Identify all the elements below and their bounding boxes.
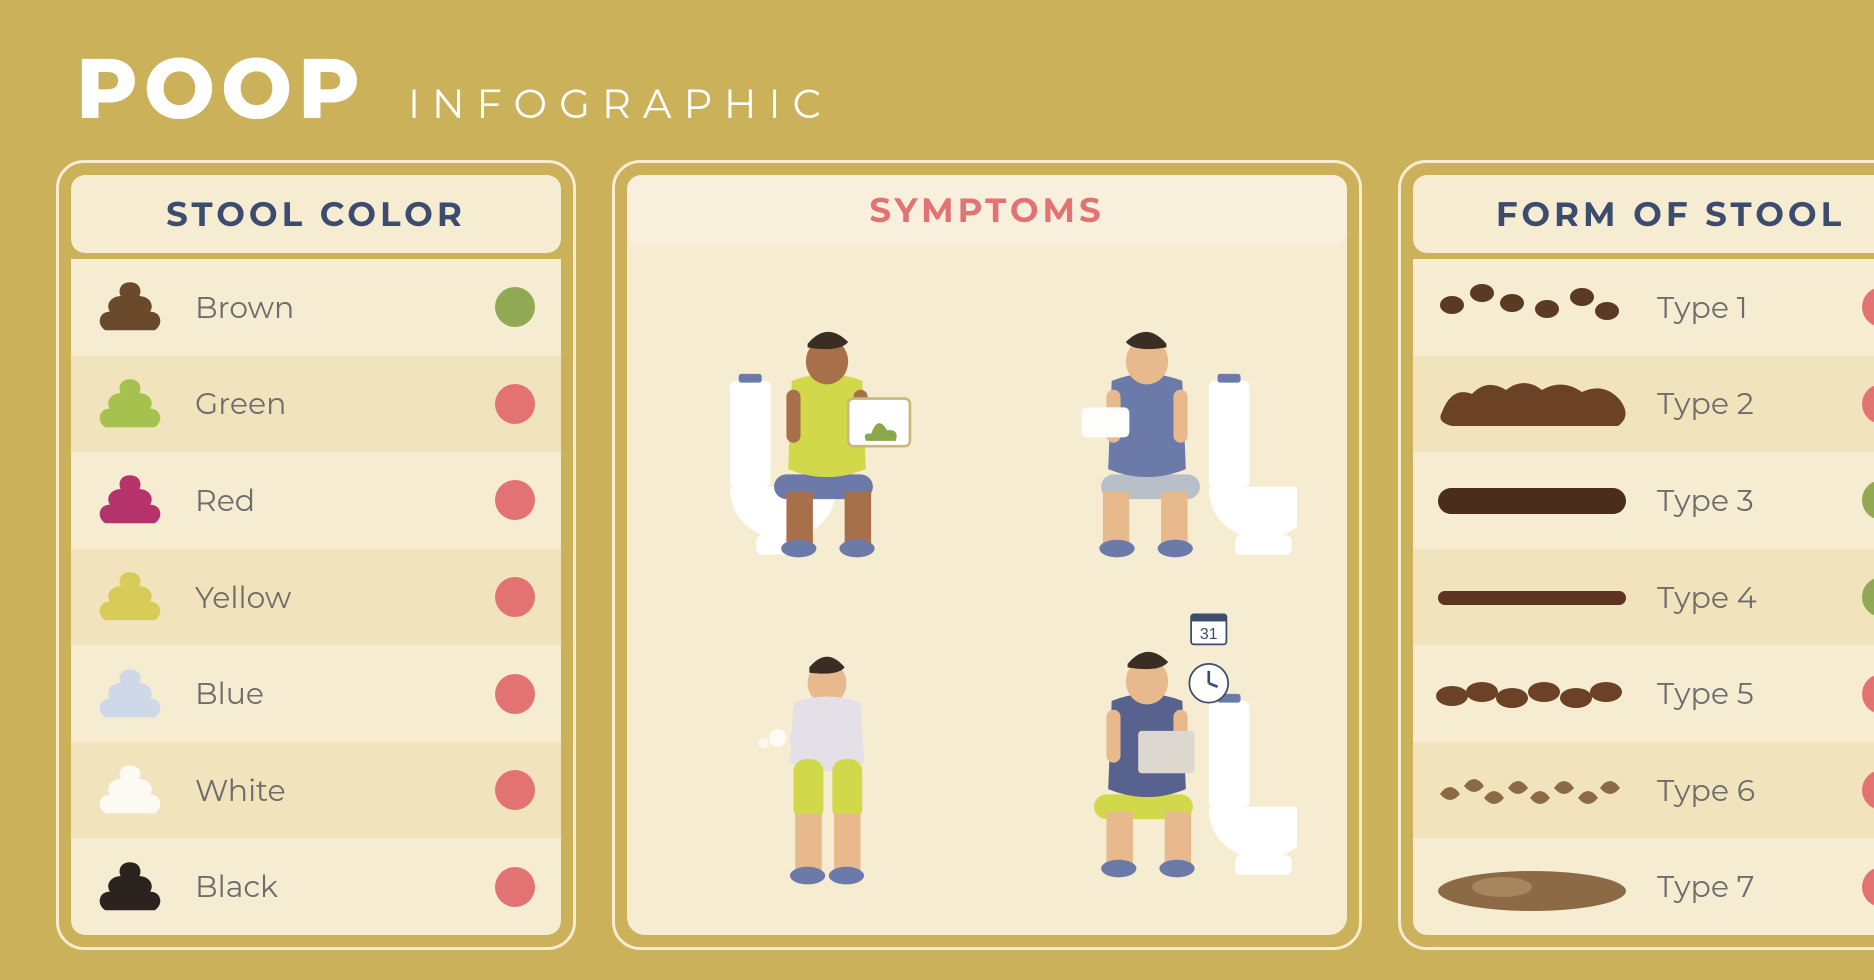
stool-color-icon	[85, 272, 175, 342]
status-dot	[1862, 384, 1874, 424]
stool-form-label: Type 7	[1657, 868, 1842, 905]
stool-shape-icon	[1432, 275, 1632, 339]
stool-color-panel: STOOL COLOR Brown Green Red Yellow	[56, 160, 576, 950]
symptom-scene	[677, 595, 977, 895]
status-dot	[1862, 674, 1874, 714]
stool-color-row: Black	[71, 838, 561, 935]
status-dot	[1862, 480, 1874, 520]
poop-icon	[91, 856, 169, 918]
stool-form-label: Type 6	[1657, 772, 1842, 809]
symptom-scene	[997, 275, 1297, 575]
status-dot	[1862, 770, 1874, 810]
stool-color-row: Yellow	[71, 549, 561, 646]
stool-form-icon	[1427, 562, 1637, 632]
form-of-stool-header: FORM OF STOOL	[1413, 175, 1874, 253]
stool-color-label: Brown	[195, 289, 475, 326]
symptoms-inner: SYMPTOMS	[627, 175, 1347, 935]
stool-color-icon	[85, 852, 175, 922]
stool-color-row: Green	[71, 356, 561, 453]
form-of-stool-row: Type 7	[1413, 838, 1874, 935]
title-sub: INFOGRAPHIC	[408, 80, 833, 129]
poop-icon	[91, 663, 169, 725]
status-dot	[495, 287, 535, 327]
stool-color-label: Green	[195, 385, 475, 422]
stool-color-row: Brown	[71, 259, 561, 356]
stool-form-label: Type 1	[1657, 289, 1842, 326]
stool-color-icon	[85, 755, 175, 825]
stool-form-label: Type 5	[1657, 675, 1842, 712]
stool-shape-icon	[1432, 662, 1632, 726]
stool-color-label: Yellow	[195, 579, 475, 616]
status-dot	[495, 770, 535, 810]
panels: STOOL COLOR Brown Green Red Yellow	[56, 160, 1818, 950]
stool-shape-icon	[1432, 758, 1632, 822]
symptoms-panel: SYMPTOMS	[612, 160, 1362, 950]
stool-form-icon	[1427, 465, 1637, 535]
title-row: POOP INFOGRAPHIC	[76, 38, 1818, 140]
stool-color-rows: Brown Green Red Yellow Blue Wh	[71, 259, 561, 935]
form-of-stool-rows: Type 1 Type 2 Type 3 Type 4 Type 5 Type …	[1413, 259, 1874, 935]
stool-color-icon	[85, 562, 175, 632]
stool-color-label: Red	[195, 482, 475, 519]
poop-icon	[91, 373, 169, 435]
form-of-stool-row: Type 3	[1413, 452, 1874, 549]
status-dot	[495, 384, 535, 424]
status-dot	[1862, 867, 1874, 907]
stool-color-row: Blue	[71, 645, 561, 742]
symptoms-header: SYMPTOMS	[627, 175, 1347, 245]
stool-color-icon	[85, 369, 175, 439]
status-dot	[495, 577, 535, 617]
stool-shape-icon	[1432, 855, 1632, 919]
form-of-stool-row: Type 6	[1413, 742, 1874, 839]
status-dot	[495, 867, 535, 907]
stool-color-icon	[85, 465, 175, 535]
stool-form-icon	[1427, 659, 1637, 729]
svg-text:31: 31	[1200, 626, 1218, 643]
toilet-icon	[1209, 694, 1297, 875]
stool-color-header: STOOL COLOR	[71, 175, 561, 253]
symptoms-grid: 31	[627, 245, 1347, 935]
stool-form-label: Type 4	[1657, 579, 1842, 616]
toilet-icon	[1209, 374, 1297, 555]
form-of-stool-row: Type 2	[1413, 356, 1874, 453]
status-dot	[495, 674, 535, 714]
stool-form-label: Type 2	[1657, 385, 1842, 422]
stool-form-label: Type 3	[1657, 482, 1842, 519]
poop-icon	[91, 469, 169, 531]
stool-color-label: Blue	[195, 675, 475, 712]
status-dot	[495, 480, 535, 520]
form-of-stool-row: Type 5	[1413, 645, 1874, 742]
stool-shape-icon	[1432, 468, 1632, 532]
poop-icon	[91, 566, 169, 628]
poop-icon	[91, 276, 169, 338]
stool-color-label: Black	[195, 868, 475, 905]
stool-form-icon	[1427, 852, 1637, 922]
poop-infographic: POOP INFOGRAPHIC STOOL COLOR Brown Green…	[0, 0, 1874, 980]
stool-color-row: White	[71, 742, 561, 839]
status-dot	[1862, 577, 1874, 617]
symptom-scene	[677, 275, 977, 575]
poop-icon	[91, 759, 169, 821]
stool-color-row: Red	[71, 452, 561, 549]
stool-color-icon	[85, 659, 175, 729]
symptom-scene: 31	[997, 595, 1297, 895]
stool-form-icon	[1427, 272, 1637, 342]
stool-shape-icon	[1432, 372, 1632, 436]
form-of-stool-panel: FORM OF STOOL Type 1 Type 2 Type 3 Type …	[1398, 160, 1874, 950]
form-of-stool-row: Type 4	[1413, 549, 1874, 646]
form-of-stool-row: Type 1	[1413, 259, 1874, 356]
status-dot	[1862, 287, 1874, 327]
title-main: POOP	[76, 38, 366, 140]
stool-color-label: White	[195, 772, 475, 809]
stool-shape-icon	[1432, 565, 1632, 629]
stool-form-icon	[1427, 755, 1637, 825]
stool-form-icon	[1427, 369, 1637, 439]
